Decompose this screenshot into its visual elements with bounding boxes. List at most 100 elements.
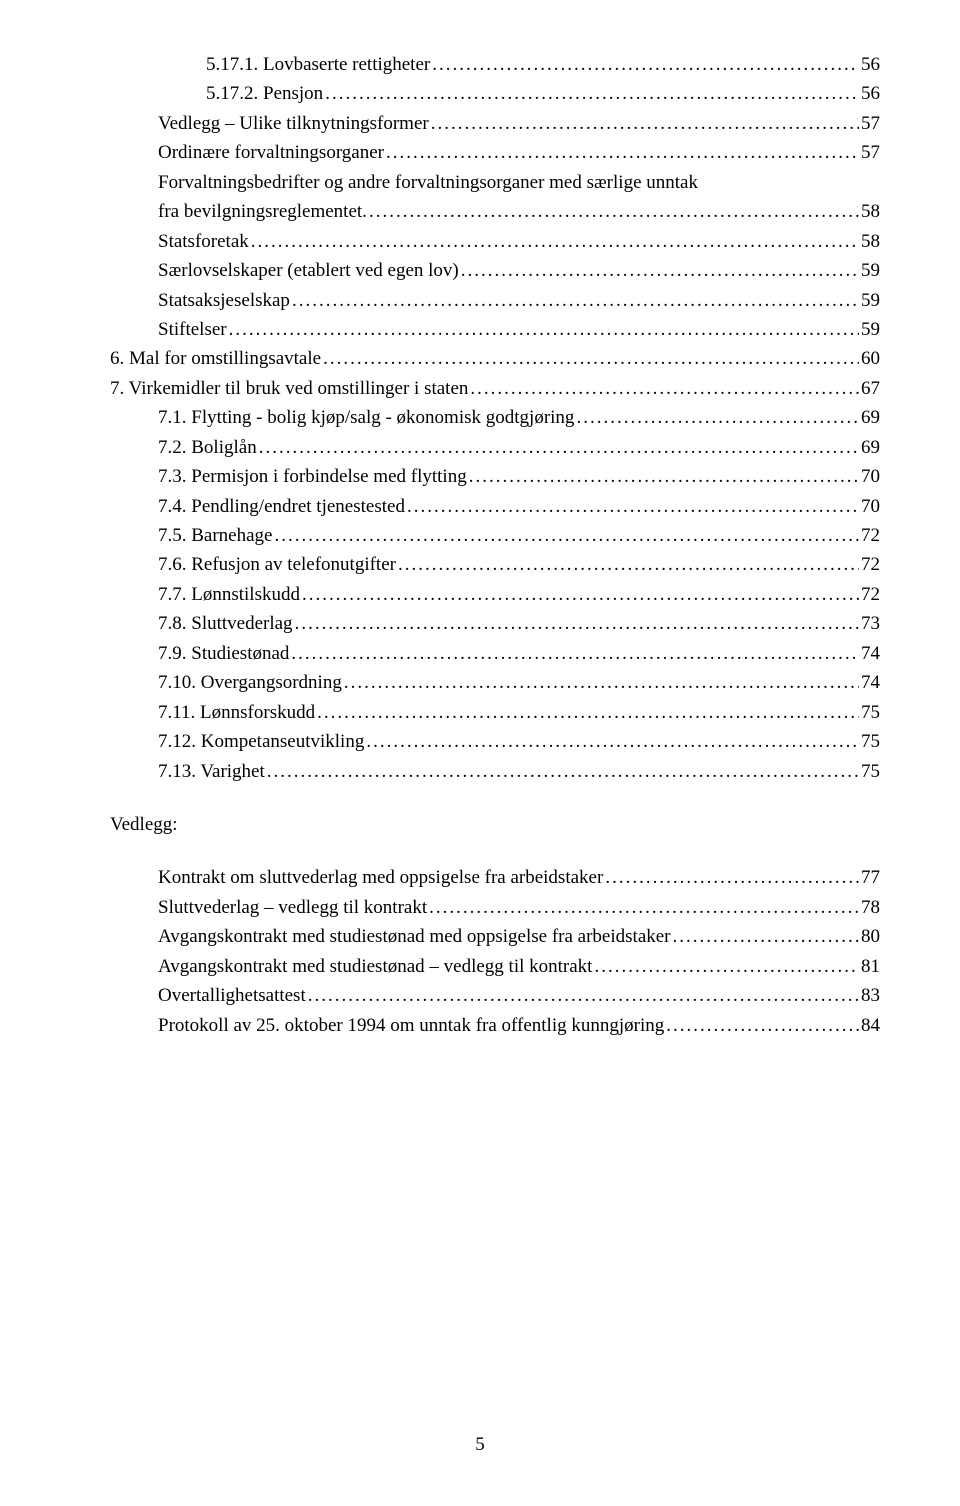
toc-entry-page: 67 xyxy=(861,374,880,403)
toc-entry-page: 59 xyxy=(861,256,880,285)
toc-dots xyxy=(469,462,859,491)
toc-entry-page: 75 xyxy=(861,757,880,786)
toc-entry-label: Overtallighetsattest xyxy=(158,981,306,1010)
toc-entry-page: 69 xyxy=(861,433,880,462)
toc-entry-label: 7.8. Sluttvederlag xyxy=(158,609,293,638)
toc-dots xyxy=(295,609,859,638)
toc-dots xyxy=(274,521,859,550)
toc-entry-label: Forvaltningsbedrifter og andre forvaltni… xyxy=(158,168,698,197)
toc-entry-page: 80 xyxy=(861,922,880,951)
toc-entry-page: 73 xyxy=(861,609,880,638)
toc-entry: Særlovselskaper (etablert ved egen lov) 5… xyxy=(110,256,880,285)
toc-entry-page: 58 xyxy=(861,227,880,256)
toc-entry-label: 7.6. Refusjon av telefonutgifter xyxy=(158,550,396,579)
toc-entry-page: 60 xyxy=(861,344,880,373)
toc-dots xyxy=(292,286,859,315)
toc-entry-label: 5.17.1. Lovbaserte rettigheter xyxy=(206,50,430,79)
toc-entry-label: Vedlegg – Ulike tilknytningsformer xyxy=(158,109,429,138)
toc-entry-label: 7.9. Studiestønad xyxy=(158,639,289,668)
toc-entry: Vedlegg – Ulike tilknytningsformer 57 xyxy=(110,109,880,138)
toc-entry: 7.2. Boliglån69 xyxy=(110,433,880,462)
toc-dots xyxy=(673,922,859,951)
toc-entry: 7.1. Flytting - bolig kjøp/salg - økonom… xyxy=(110,403,880,432)
toc-dots xyxy=(398,550,859,579)
toc-entry: 6. Mal for omstillingsavtale 60 xyxy=(110,344,880,373)
toc-entry: 7.11. Lønnsforskudd 75 xyxy=(110,698,880,727)
toc-entry: 7.3. Permisjon i forbindelse med flyttin… xyxy=(110,462,880,491)
toc-entry-page: 78 xyxy=(861,893,880,922)
toc-entry-page: 57 xyxy=(861,138,880,167)
toc-entry-page: 77 xyxy=(861,863,880,892)
toc-entry-page: 58 xyxy=(861,197,880,226)
toc-entry: 7.5. Barnehage 72 xyxy=(110,521,880,550)
toc-dots xyxy=(605,863,859,892)
vedlegg-heading: Vedlegg: xyxy=(110,810,880,839)
toc-entry: Forvaltningsbedrifter og andre forvaltni… xyxy=(110,168,880,227)
toc-entry-label: 6. Mal for omstillingsavtale xyxy=(110,344,321,373)
toc-dots xyxy=(267,757,859,786)
toc-entry-page: 69 xyxy=(861,403,880,432)
toc-dots xyxy=(369,197,859,226)
toc-entry-label: 5.17.2. Pensjon xyxy=(206,79,323,108)
toc-dots xyxy=(576,403,859,432)
toc-entry-page: 75 xyxy=(861,727,880,756)
toc-dots xyxy=(291,639,859,668)
toc-dots xyxy=(317,698,859,727)
toc-entry: 7.8. Sluttvederlag 73 xyxy=(110,609,880,638)
toc-entry-page: 56 xyxy=(861,50,880,79)
toc-dots xyxy=(251,227,859,256)
toc-entry-label: Protokoll av 25. oktober 1994 om unntak … xyxy=(158,1011,664,1040)
toc-entry: 7.12. Kompetanseutvikling 75 xyxy=(110,727,880,756)
toc-entry-page: 81 xyxy=(861,952,880,981)
toc-entry: 7.13. Varighet 75 xyxy=(110,757,880,786)
toc-entry-label: 7.12. Kompetanseutvikling xyxy=(158,727,364,756)
toc-entry: Kontrakt om sluttvederlag med oppsigelse… xyxy=(110,863,880,892)
toc-entry-page: 56 xyxy=(861,79,880,108)
toc-entry-label: 7.7. Lønnstilskudd xyxy=(158,580,300,609)
toc-entry: Avgangskontrakt med studiestønad med opp… xyxy=(110,922,880,951)
toc-entry-label: Kontrakt om sluttvederlag med oppsigelse… xyxy=(158,863,603,892)
toc-entry-label: 7.11. Lønnsforskudd xyxy=(158,698,315,727)
toc-entry-label: Stiftelser xyxy=(158,315,227,344)
toc-entry-page: 70 xyxy=(861,462,880,491)
toc-entry: Statsaksjeselskap 59 xyxy=(110,286,880,315)
toc-entry: 5.17.1. Lovbaserte rettigheter 56 xyxy=(110,50,880,79)
toc-dots xyxy=(308,981,859,1010)
toc-entry-label: Særlovselskaper (etablert ved egen lov) xyxy=(158,256,459,285)
toc-entry: Avgangskontrakt med studiestønad – vedle… xyxy=(110,952,880,981)
toc-dots xyxy=(323,344,859,373)
toc-dots xyxy=(461,256,859,285)
toc-entry: Ordinære forvaltningsorganer 57 xyxy=(110,138,880,167)
toc-entry-label: 7.13. Varighet xyxy=(158,757,265,786)
toc-dots xyxy=(325,79,859,108)
toc-entry-label: Statsforetak xyxy=(158,227,249,256)
toc-dots xyxy=(344,668,859,697)
toc-dots xyxy=(407,492,859,521)
toc-dots xyxy=(432,50,859,79)
toc-entry-label: 7.4. Pendling/endret tjenestested xyxy=(158,492,405,521)
toc-entry: 7.6. Refusjon av telefonutgifter 72 xyxy=(110,550,880,579)
toc-entry-page: 75 xyxy=(861,698,880,727)
toc-container: 5.17.1. Lovbaserte rettigheter 56 5.17.2. … xyxy=(110,50,880,786)
toc-entry: 7.10. Overgangsordning74 xyxy=(110,668,880,697)
toc-dots xyxy=(366,727,859,756)
toc-entry-page: 59 xyxy=(861,286,880,315)
toc-entry-label: 7. Virkemidler til bruk ved omstillinger… xyxy=(110,374,468,403)
toc-entry: Protokoll av 25. oktober 1994 om unntak … xyxy=(110,1011,880,1040)
toc-entry: Stiftelser59 xyxy=(110,315,880,344)
toc-dots xyxy=(229,315,859,344)
toc-entry-label: Sluttvederlag – vedlegg til kontrakt xyxy=(158,893,427,922)
toc-entry: 7.9. Studiestønad 74 xyxy=(110,639,880,668)
toc-entry-label: Avgangskontrakt med studiestønad – vedle… xyxy=(158,952,592,981)
toc-entry-label: 7.3. Permisjon i forbindelse med flyttin… xyxy=(158,462,467,491)
toc-entry-label: Statsaksjeselskap xyxy=(158,286,290,315)
toc-entry-label: 7.5. Barnehage xyxy=(158,521,272,550)
toc-dots xyxy=(429,893,859,922)
toc-entry-page: 74 xyxy=(861,639,880,668)
toc-dots xyxy=(666,1011,859,1040)
toc-entry-page: 57 xyxy=(861,109,880,138)
toc-entry-label: Ordinære forvaltningsorganer xyxy=(158,138,384,167)
toc-dots xyxy=(470,374,859,403)
toc-entry-page: 72 xyxy=(861,521,880,550)
toc-entry-page: 72 xyxy=(861,550,880,579)
